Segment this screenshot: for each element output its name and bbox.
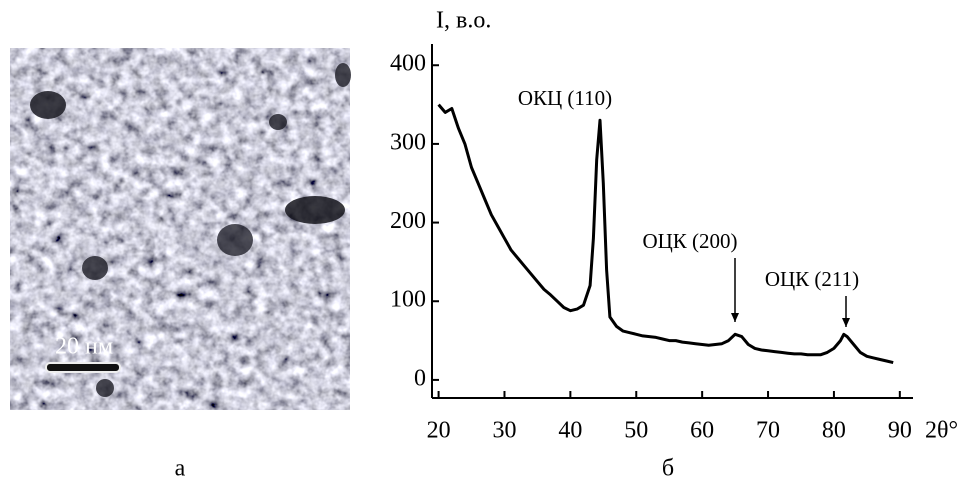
annotation-arrowhead <box>731 313 739 322</box>
annotation: ОКЦ (110) <box>518 86 612 110</box>
y-tick-label: 0 <box>414 365 426 391</box>
annotation-arrowhead <box>842 318 850 327</box>
panel-label: б <box>662 456 674 482</box>
y-tick-label: 200 <box>390 208 426 234</box>
x-tick-label: 80 <box>822 418 846 444</box>
x-tick-label: 90 <box>888 418 912 444</box>
x-tick-label: 70 <box>756 418 780 444</box>
x-tick-label: 30 <box>492 418 516 444</box>
data-line <box>437 103 894 365</box>
x-axis-label: 2θ° <box>925 418 958 444</box>
y-tick-label: 400 <box>390 51 426 77</box>
annotation: ОЦК (211) <box>765 267 859 291</box>
y-tick-label: 100 <box>390 287 426 313</box>
tem-image <box>10 48 351 410</box>
y-tick-label: 300 <box>390 129 426 155</box>
panel-label: а <box>175 456 186 482</box>
x-tick-label: 40 <box>558 418 582 444</box>
scale-bar <box>45 362 121 373</box>
annotation: ОЦК (200) <box>642 229 737 253</box>
x-tick-label: 60 <box>690 418 714 444</box>
scale-bar-label: 20 нм <box>55 334 113 360</box>
x-tick-label: 20 <box>427 418 451 444</box>
x-tick-label: 50 <box>624 418 648 444</box>
y-axis-label: I, в.о. <box>436 8 491 34</box>
